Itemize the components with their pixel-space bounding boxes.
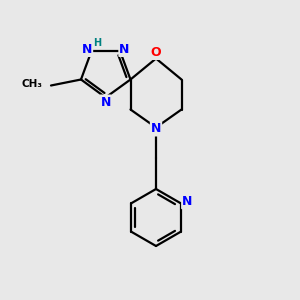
Text: N: N [182, 195, 193, 208]
Text: H: H [93, 38, 101, 48]
Text: O: O [151, 46, 161, 59]
Text: N: N [100, 95, 111, 109]
Text: CH₃: CH₃ [21, 79, 42, 89]
Text: N: N [119, 43, 130, 56]
Text: N: N [82, 43, 92, 56]
Text: N: N [151, 122, 161, 136]
